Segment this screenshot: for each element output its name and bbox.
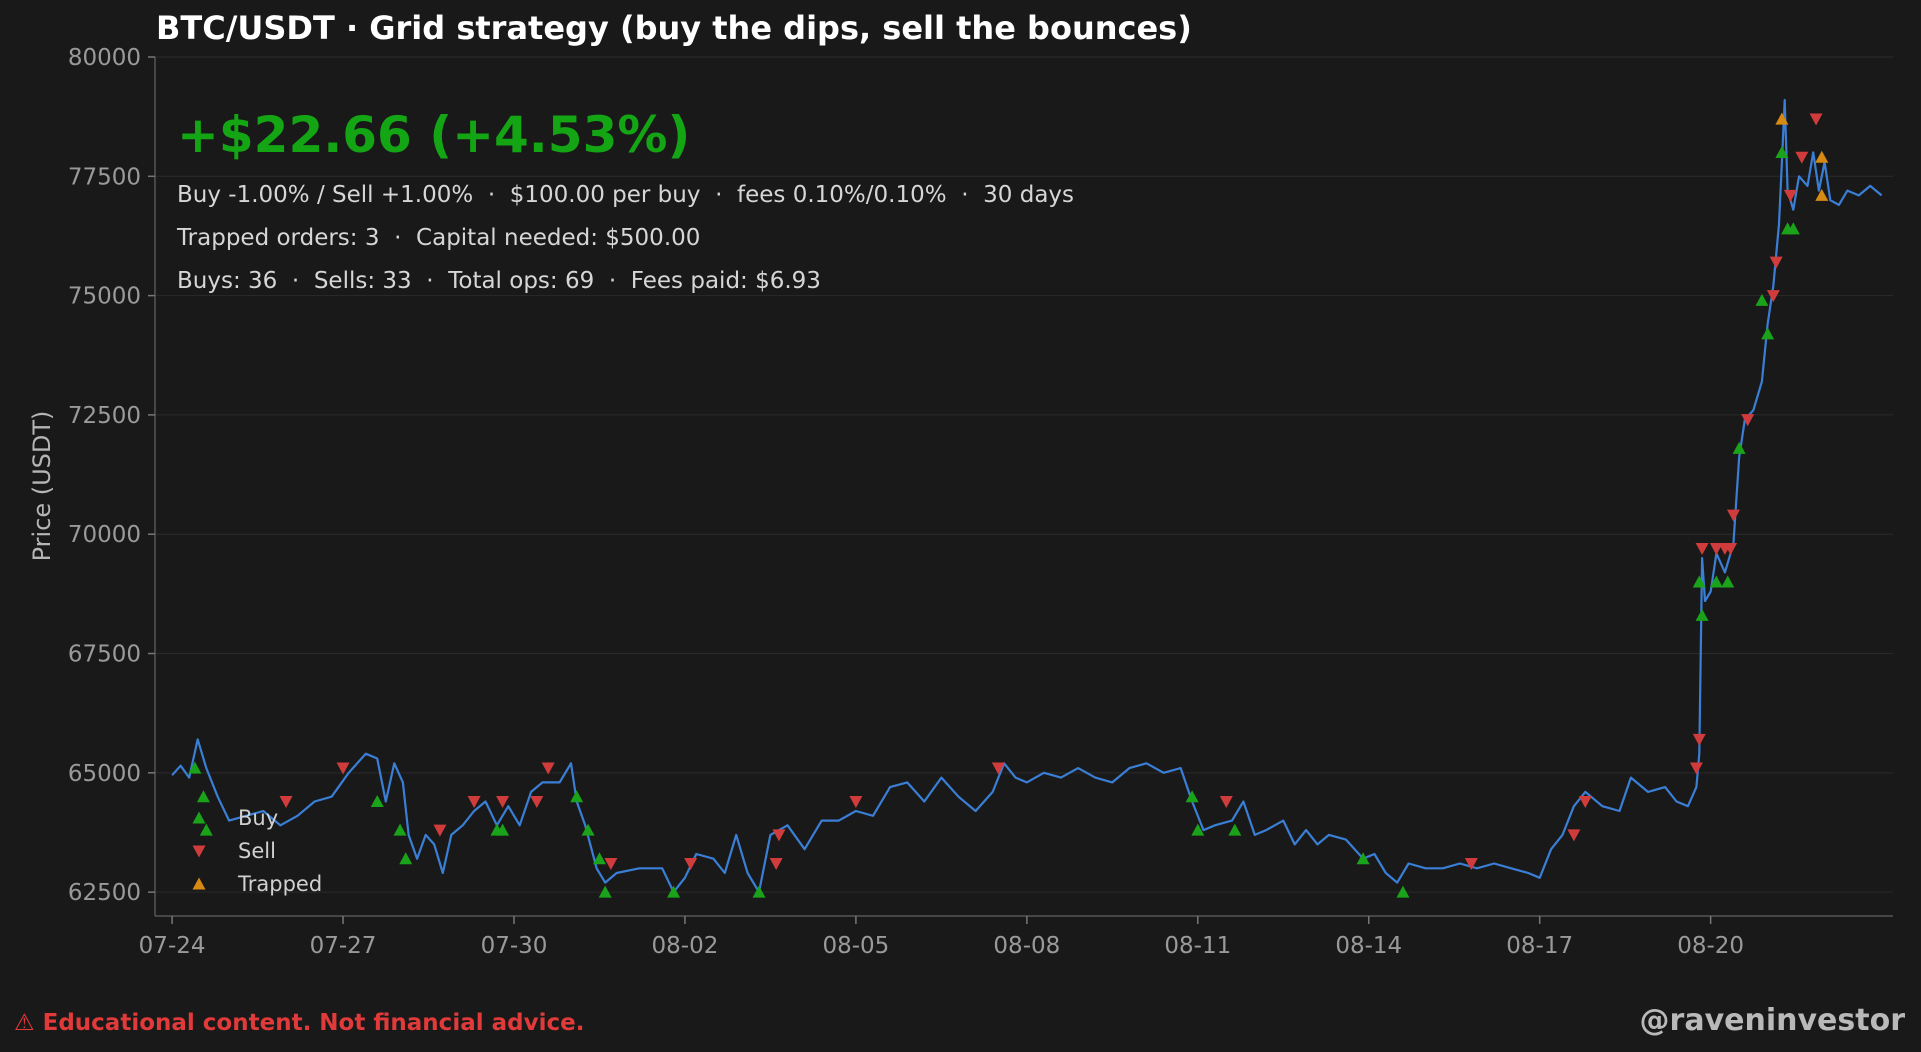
sell-marker xyxy=(467,795,481,808)
x-tick-label: 07-24 xyxy=(139,933,206,959)
buy-marker xyxy=(1695,608,1709,621)
sell-marker xyxy=(1709,543,1723,556)
sell-marker xyxy=(1724,543,1738,556)
chart-title: BTC/USDT · Grid strategy (buy the dips, … xyxy=(156,9,1192,47)
buy-marker xyxy=(1775,145,1789,158)
buy-marker xyxy=(196,790,210,803)
legend-swatch-sell xyxy=(192,845,206,858)
y-tick-label: 80000 xyxy=(68,45,141,71)
x-tick-label: 08-14 xyxy=(1335,933,1402,959)
sell-marker xyxy=(1689,762,1703,775)
y-tick-label: 70000 xyxy=(68,522,141,548)
sell-marker xyxy=(991,762,1005,775)
sell-marker xyxy=(604,857,618,871)
sell-marker xyxy=(496,795,510,808)
sell-marker xyxy=(1464,857,1478,871)
sell-marker xyxy=(1578,795,1592,808)
buy-marker xyxy=(1228,823,1242,836)
sell-marker xyxy=(1766,290,1780,303)
buy-marker xyxy=(1709,575,1723,588)
x-ticks: 07-24 07-27 07-30 08-02 08-05 08-08 08-11 08-14… xyxy=(139,916,1744,959)
sell-marker xyxy=(1726,509,1740,522)
sell-marker xyxy=(1567,829,1581,842)
y-ticks: 80000 77500 75000 72500 70000 67500 65000 62500 xyxy=(68,45,155,906)
y-tick-label: 72500 xyxy=(68,403,141,429)
sell-marker xyxy=(769,857,783,871)
buy-marker xyxy=(1396,885,1410,898)
x-tick-label: 08-20 xyxy=(1677,933,1744,959)
buy-marker xyxy=(1185,790,1199,803)
buy-marker xyxy=(581,823,595,836)
x-tick-label: 08-08 xyxy=(993,933,1060,959)
buy-marker xyxy=(1786,222,1800,235)
legend-label-sell: Sell xyxy=(238,839,276,863)
buy-marker xyxy=(1191,823,1205,836)
strategy-params: Buy -1.00% / Sell +1.00% · $100.00 per b… xyxy=(177,182,1074,208)
buy-marker xyxy=(1755,293,1769,306)
buy-marker xyxy=(370,794,384,807)
trapped-marker xyxy=(1775,112,1789,125)
buy-marker xyxy=(393,823,407,836)
sell-marker xyxy=(1741,414,1755,427)
buy-marker xyxy=(592,852,606,865)
legend-swatch-trapped xyxy=(192,877,206,890)
disclaimer: ⚠ Educational content. Not financial adv… xyxy=(14,1010,584,1036)
sell-marker xyxy=(1783,189,1797,202)
legend-swatch-buy xyxy=(192,811,206,824)
sell-marker xyxy=(849,795,863,808)
y-tick-label: 67500 xyxy=(68,642,141,668)
sell-marker xyxy=(433,824,447,837)
sell-marker xyxy=(1795,151,1809,164)
y-tick-label: 65000 xyxy=(68,761,141,787)
pnl-headline: +$22.66 (+4.53%) xyxy=(177,106,690,164)
x-tick-label: 08-02 xyxy=(652,933,719,959)
price-line xyxy=(171,98,1883,894)
y-axis-label: Price (USDT) xyxy=(28,411,56,562)
buy-marker xyxy=(667,885,681,898)
trapped-marker xyxy=(1815,188,1829,201)
buy-marker xyxy=(1732,441,1746,454)
x-tick-label: 08-17 xyxy=(1506,933,1573,959)
sell-marker xyxy=(772,829,786,842)
x-tick-label: 07-30 xyxy=(481,933,548,959)
buy-marker xyxy=(752,885,766,898)
legend-label-buy: Buy xyxy=(238,806,278,830)
plot-area xyxy=(171,98,1883,898)
buy-marker xyxy=(199,823,213,836)
buy-marker xyxy=(598,885,612,898)
sell-marker xyxy=(541,762,555,775)
legend-label-trapped: Trapped xyxy=(237,872,322,896)
trapped-marker xyxy=(1815,150,1829,163)
sell-marker xyxy=(1809,113,1823,126)
watermark: @raveninvestor xyxy=(1640,1003,1906,1038)
x-tick-label: 08-05 xyxy=(822,933,889,959)
sell-marker xyxy=(1695,543,1709,556)
sell-marker xyxy=(336,762,350,775)
buy-marker xyxy=(1721,575,1735,588)
y-tick-label: 62500 xyxy=(68,880,141,906)
sell-marker xyxy=(1219,795,1233,808)
ops-summary: Buys: 36 · Sells: 33 · Total ops: 69 · F… xyxy=(177,268,821,294)
sell-marker xyxy=(279,795,293,808)
buy-marker xyxy=(399,852,413,865)
buy-marker xyxy=(1692,575,1706,588)
buy-marker xyxy=(496,823,510,836)
buy-marker xyxy=(1761,327,1775,340)
capital-summary: Trapped orders: 3 · Capital needed: $500… xyxy=(176,225,700,251)
sell-marker xyxy=(1769,256,1783,269)
buy-marker xyxy=(570,790,584,803)
buy-marker xyxy=(188,761,202,774)
sell-marker xyxy=(684,857,698,871)
x-tick-label: 07-27 xyxy=(310,933,377,959)
y-tick-label: 75000 xyxy=(68,284,141,310)
buy-marker xyxy=(1356,852,1370,865)
legend: Buy Sell Trapped xyxy=(192,806,322,896)
sell-marker xyxy=(530,795,544,808)
grid xyxy=(155,56,1893,893)
sell-marker xyxy=(1692,733,1706,746)
y-tick-label: 77500 xyxy=(68,164,141,190)
x-tick-label: 08-11 xyxy=(1164,933,1231,959)
